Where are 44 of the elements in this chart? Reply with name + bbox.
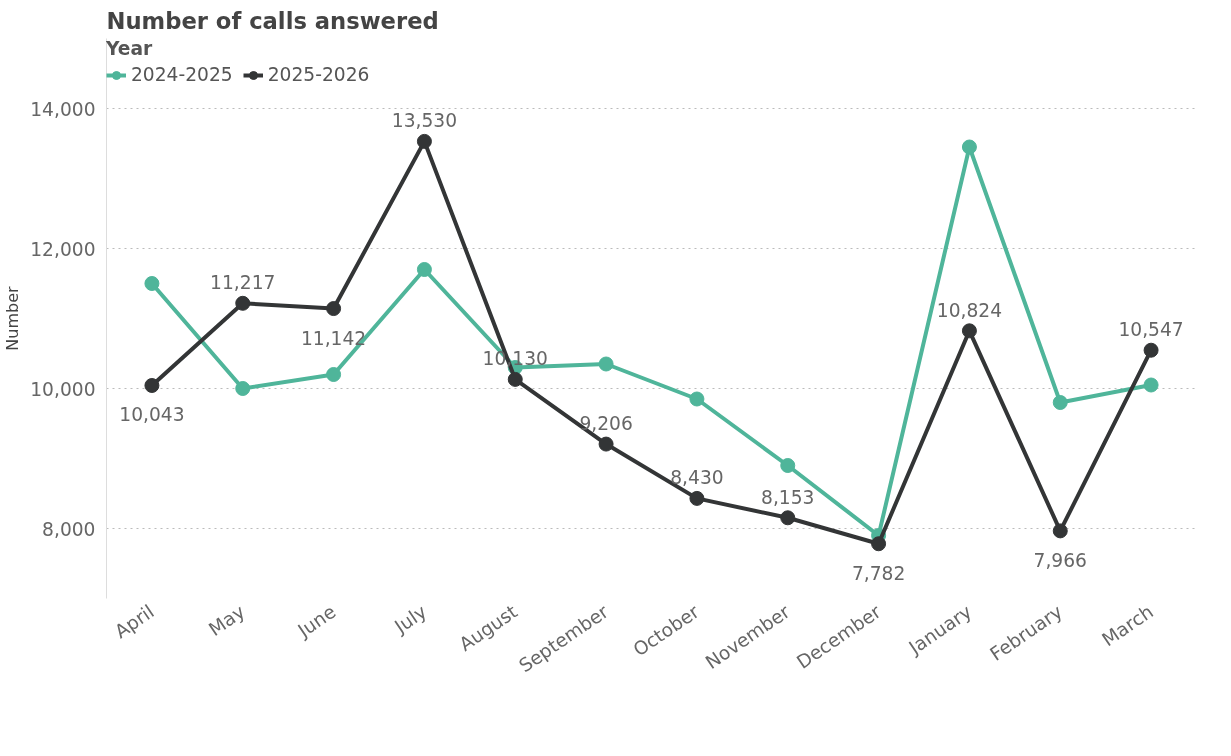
legend-label: 2025-2026 xyxy=(267,64,370,85)
point xyxy=(780,458,796,473)
x-tick-label: July xyxy=(389,600,431,638)
point xyxy=(1052,523,1068,539)
point xyxy=(416,262,432,277)
data-label: 13,530 xyxy=(391,110,458,132)
point xyxy=(689,391,705,407)
point xyxy=(1143,377,1159,393)
point xyxy=(1052,395,1068,410)
point xyxy=(598,436,614,452)
point xyxy=(507,371,523,387)
data-label: 11,142 xyxy=(300,327,367,349)
point xyxy=(235,295,251,311)
data-label: 10,547 xyxy=(1118,319,1184,341)
point xyxy=(871,536,887,552)
point xyxy=(144,276,160,291)
data-label: 8,153 xyxy=(761,486,815,508)
y-tick-label: 14,000 xyxy=(30,98,96,120)
legend-title: Year xyxy=(106,38,154,59)
data-label: 7,966 xyxy=(1033,549,1087,571)
x-tick-label: May xyxy=(204,600,249,640)
point xyxy=(598,356,614,372)
point xyxy=(235,381,251,396)
point xyxy=(961,323,977,339)
data-label: 10,043 xyxy=(119,404,185,426)
point xyxy=(144,378,160,393)
data-label: 8,430 xyxy=(670,467,724,489)
y-axis-title: Number xyxy=(3,285,23,351)
point xyxy=(689,490,705,506)
point xyxy=(326,301,342,317)
y-tick-label: 12,000 xyxy=(30,238,96,260)
point xyxy=(326,367,342,382)
point xyxy=(1143,342,1159,358)
data-label: 7,782 xyxy=(851,562,906,584)
data-label: 9,206 xyxy=(579,413,633,435)
chart-title: Number of calls answered xyxy=(106,7,439,34)
data-label: 10,824 xyxy=(936,299,1003,321)
y-tick-label: 8,000 xyxy=(42,518,96,540)
point xyxy=(780,510,796,526)
point xyxy=(416,133,432,149)
legend-label: 2024-2025 xyxy=(131,64,233,85)
y-tick-label: 10,000 xyxy=(30,378,96,400)
point xyxy=(961,139,977,155)
data-label: 11,217 xyxy=(210,272,276,294)
